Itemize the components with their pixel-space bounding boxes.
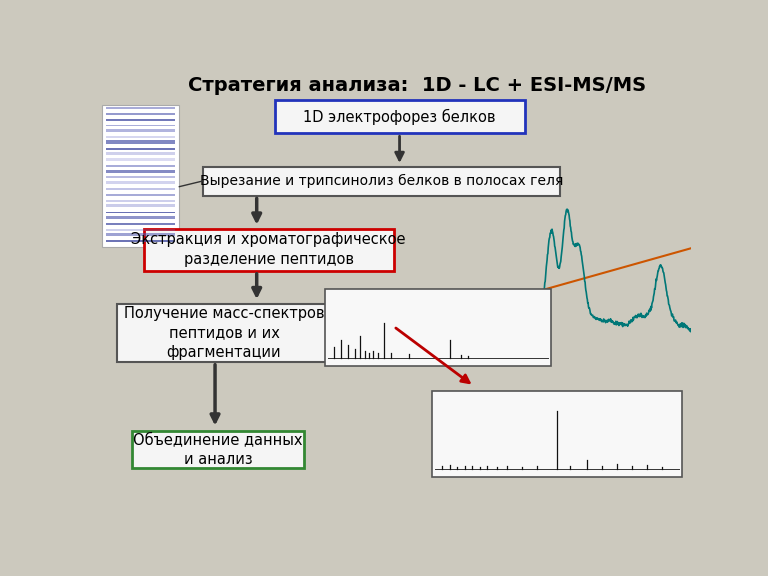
Bar (106, 233, 175, 236)
Bar (106, 212, 175, 213)
Bar (106, 223, 175, 225)
Bar (106, 148, 175, 150)
Bar (117, 304, 331, 362)
Bar (106, 125, 175, 126)
Text: 1D электрофорез белков: 1D электрофорез белков (303, 109, 496, 125)
Text: Стратегия анализа:  1D - LC + ESI-MS/MS: Стратегия анализа: 1D - LC + ESI-MS/MS (188, 77, 647, 96)
Bar (106, 158, 175, 161)
Bar (106, 216, 175, 219)
Bar (432, 391, 682, 477)
Bar (106, 170, 175, 173)
Bar (106, 200, 175, 202)
Bar (203, 166, 561, 195)
Bar (102, 105, 179, 247)
Bar (106, 176, 175, 179)
Bar (144, 229, 393, 271)
Bar (106, 107, 175, 109)
Bar (106, 165, 175, 167)
Text: Вырезание и трипсинолиз белков в полосах геля: Вырезание и трипсинолиз белков в полосах… (200, 174, 564, 188)
Bar (106, 229, 175, 230)
Bar (106, 188, 175, 190)
Bar (106, 136, 175, 138)
Bar (106, 153, 175, 156)
Bar (106, 240, 175, 242)
Bar (106, 129, 175, 132)
Text: Экстракция и хроматографическое
разделение пептидов: Экстракция и хроматографическое разделен… (131, 233, 406, 267)
Bar (106, 194, 175, 196)
Bar (106, 181, 175, 184)
Text: Получение масс-спектров
пептидов и их
фрагментации: Получение масс-спектров пептидов и их фр… (124, 306, 324, 361)
Bar (106, 204, 175, 207)
Bar (132, 431, 304, 468)
Bar (275, 100, 525, 134)
Bar (106, 113, 175, 115)
Bar (106, 119, 175, 120)
Text: Объединение данных
и анализ: Объединение данных и анализ (134, 432, 303, 467)
Bar (106, 140, 175, 144)
Bar (325, 289, 551, 366)
